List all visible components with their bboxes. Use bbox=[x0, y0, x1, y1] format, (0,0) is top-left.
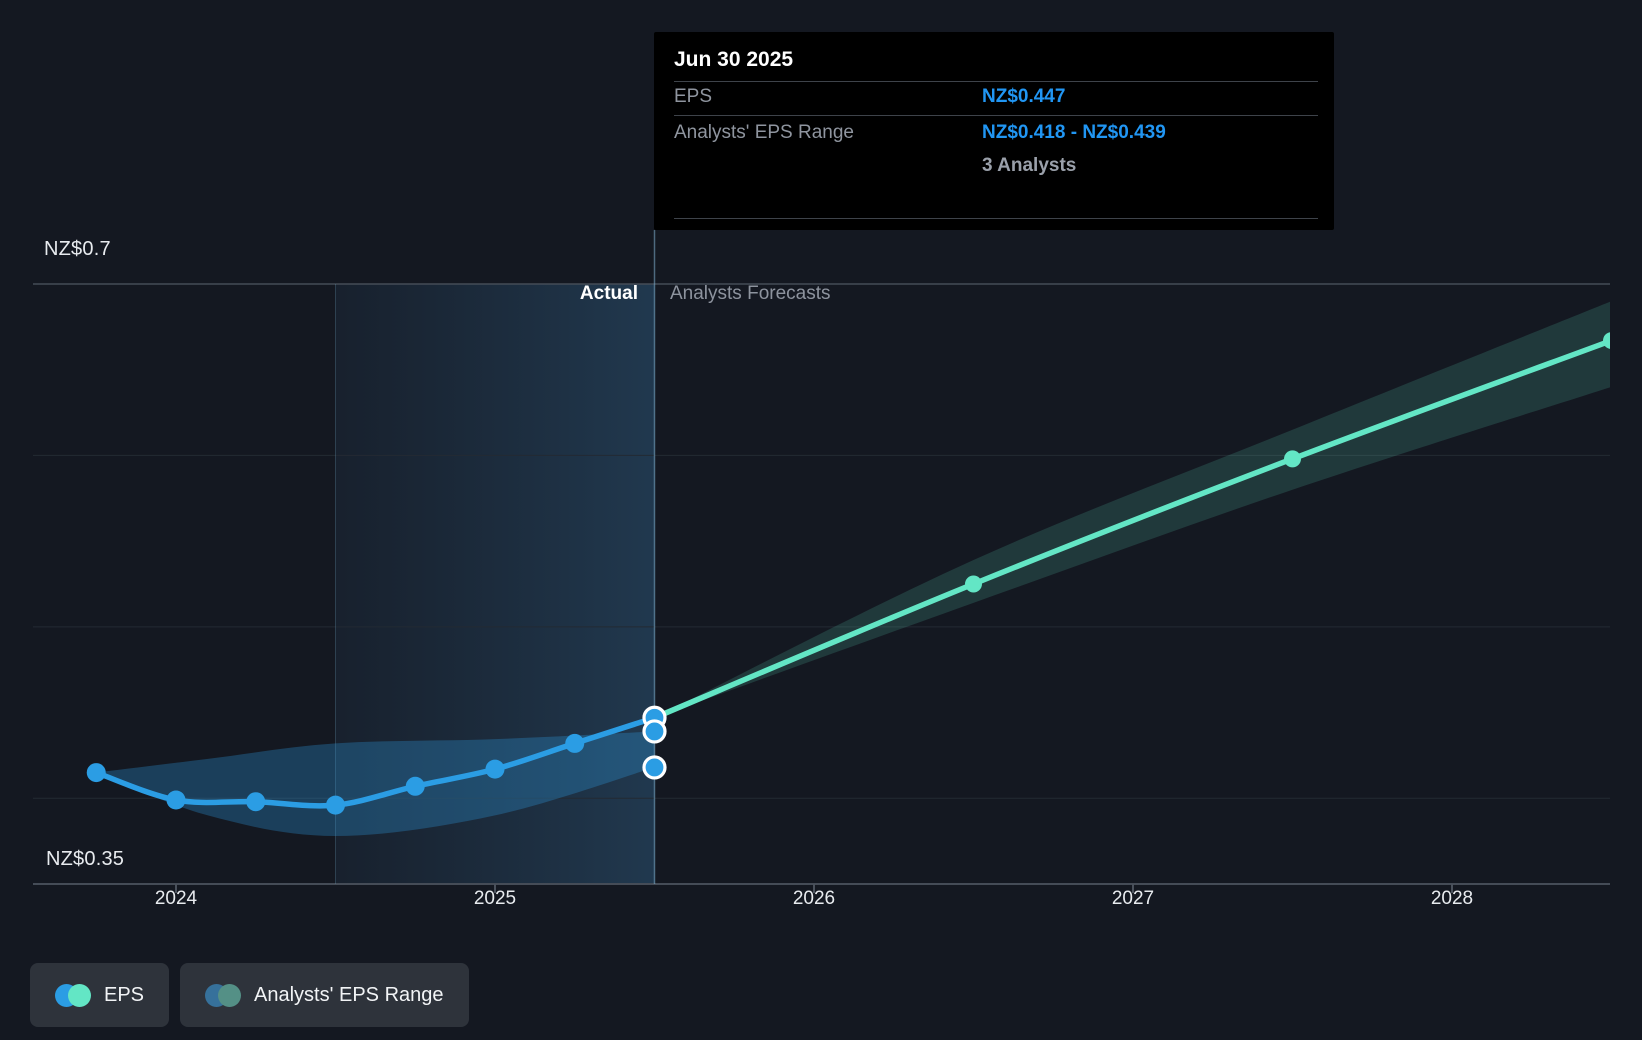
recent-period-highlight bbox=[335, 284, 655, 884]
tooltip-range-label: Analysts' EPS Range bbox=[674, 122, 854, 143]
hovered-eps-point[interactable] bbox=[642, 755, 667, 780]
tooltip-divider bbox=[674, 115, 1318, 116]
actual-eps-point[interactable] bbox=[405, 776, 425, 796]
actual-eps-point[interactable] bbox=[565, 733, 585, 753]
legend-range-label: Analysts' EPS Range bbox=[254, 983, 444, 1006]
eps-range-series-icon bbox=[205, 983, 242, 1007]
actual-eps-range-band bbox=[96, 731, 655, 836]
actual-eps-point[interactable] bbox=[166, 790, 186, 810]
forecast-eps-point[interactable] bbox=[1603, 332, 1620, 349]
x-tick-label: 2027 bbox=[1111, 888, 1155, 909]
eps-forecast-line bbox=[651, 338, 1610, 721]
chart-tooltip: Jun 30 2025 EPS NZ$0.447 Analysts' EPS R… bbox=[654, 32, 1334, 230]
chart-legend: EPS Analysts' EPS Range bbox=[30, 963, 469, 1027]
forecast-eps-point[interactable] bbox=[1284, 450, 1301, 468]
forecast-eps-range-band bbox=[654, 301, 1610, 718]
actual-eps-point[interactable] bbox=[246, 792, 266, 812]
actual-eps-point[interactable] bbox=[326, 795, 345, 815]
eps-series-icon bbox=[55, 983, 91, 1007]
tooltip-divider bbox=[674, 81, 1318, 82]
y-axis-label-bottom: NZ$0.35 bbox=[46, 848, 125, 870]
y-axis-label-top: NZ$0.7 bbox=[44, 238, 111, 260]
forecasts-section-label: Analysts Forecasts bbox=[670, 283, 831, 304]
x-tick-label: 2024 bbox=[154, 888, 198, 909]
actual-eps-point[interactable] bbox=[485, 759, 505, 779]
x-tick-label: 2028 bbox=[1430, 888, 1474, 909]
tooltip-eps-label: EPS bbox=[674, 86, 713, 107]
x-tick-label: 2025 bbox=[473, 888, 517, 909]
tooltip-divider bbox=[674, 218, 1318, 219]
tooltip-eps-value: NZ$0.447 bbox=[982, 86, 1066, 107]
actual-eps-point[interactable] bbox=[86, 763, 106, 783]
tooltip-date: Jun 30 2025 bbox=[674, 48, 794, 71]
actual-section-label: Actual bbox=[579, 283, 638, 304]
tooltip-analysts-count: 3 Analysts bbox=[982, 155, 1077, 176]
hovered-eps-point[interactable] bbox=[642, 719, 667, 744]
legend-eps-toggle[interactable]: EPS bbox=[30, 963, 170, 1027]
x-tick-label: 2026 bbox=[792, 888, 836, 909]
tooltip-range-value: NZ$0.418 - NZ$0.439 bbox=[982, 122, 1166, 143]
legend-range-toggle[interactable]: Analysts' EPS Range bbox=[180, 963, 469, 1027]
legend-eps-label: EPS bbox=[104, 983, 145, 1006]
forecast-eps-point[interactable] bbox=[965, 575, 982, 593]
